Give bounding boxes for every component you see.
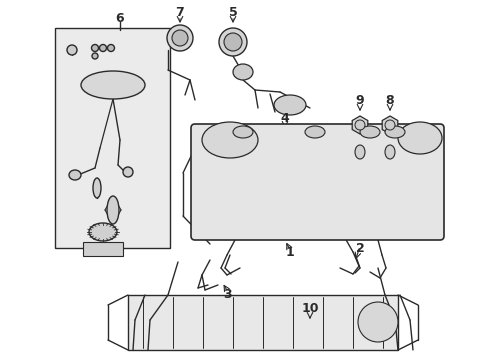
Ellipse shape [202,122,258,158]
Bar [128,295,397,350]
Text: 1: 1 [285,247,294,260]
Ellipse shape [354,120,364,130]
Text: 7: 7 [175,5,184,18]
Ellipse shape [123,167,133,177]
Text: 6: 6 [116,12,124,24]
Ellipse shape [305,126,325,138]
Ellipse shape [67,45,77,55]
Ellipse shape [224,33,242,51]
Ellipse shape [167,25,193,51]
Ellipse shape [359,126,379,138]
Ellipse shape [107,45,114,51]
Ellipse shape [397,122,441,154]
Ellipse shape [232,126,252,138]
Ellipse shape [384,126,404,138]
Bar [55,28,170,248]
Ellipse shape [89,223,117,241]
Ellipse shape [354,145,364,159]
Text: 3: 3 [223,288,232,302]
Ellipse shape [172,30,187,46]
Ellipse shape [232,64,252,80]
Ellipse shape [81,71,145,99]
Polygon shape [382,116,397,134]
Ellipse shape [91,45,98,51]
Text: 8: 8 [385,94,393,107]
Text: 5: 5 [228,5,237,18]
Text: 2: 2 [355,242,364,255]
FancyBboxPatch shape [191,124,443,240]
Text: 9: 9 [355,94,364,107]
Ellipse shape [69,170,81,180]
Ellipse shape [384,120,394,130]
Bar [83,242,123,256]
Ellipse shape [107,196,119,224]
Polygon shape [351,116,367,134]
Ellipse shape [384,145,394,159]
Ellipse shape [92,53,98,59]
Ellipse shape [99,45,106,51]
Text: 10: 10 [301,302,318,315]
Ellipse shape [357,302,397,342]
Ellipse shape [219,28,246,56]
Text: 4: 4 [280,112,289,125]
Ellipse shape [273,95,305,115]
Ellipse shape [93,178,101,198]
